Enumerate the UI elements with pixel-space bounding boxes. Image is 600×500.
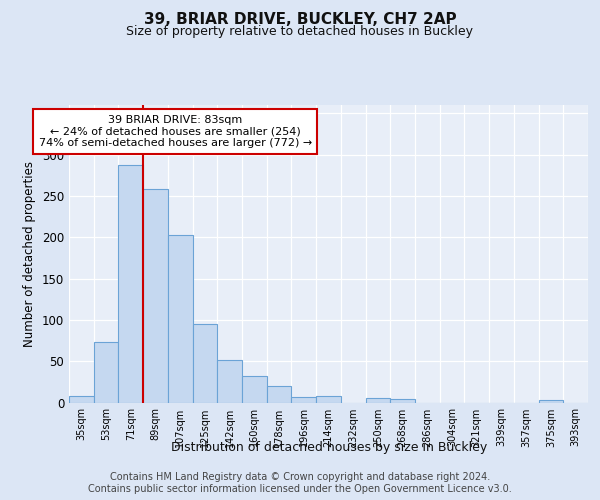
Bar (143, 190, 168, 402)
Bar (365, 398, 390, 402)
Bar (242, 376, 267, 402)
Bar (94, 342, 118, 402)
Bar (168, 234, 193, 402)
Bar (390, 399, 415, 402)
Text: Distribution of detached houses by size in Buckley: Distribution of detached houses by size … (170, 441, 487, 454)
Text: 39 BRIAR DRIVE: 83sqm
← 24% of detached houses are smaller (254)
74% of semi-det: 39 BRIAR DRIVE: 83sqm ← 24% of detached … (38, 115, 312, 148)
Bar (539, 400, 563, 402)
Text: 39, BRIAR DRIVE, BUCKLEY, CH7 2AP: 39, BRIAR DRIVE, BUCKLEY, CH7 2AP (143, 12, 457, 28)
Text: Contains HM Land Registry data © Crown copyright and database right 2024.
Contai: Contains HM Land Registry data © Crown c… (88, 472, 512, 494)
Bar (267, 386, 292, 402)
Text: Size of property relative to detached houses in Buckley: Size of property relative to detached ho… (127, 25, 473, 38)
Bar (292, 396, 316, 402)
Bar (118, 166, 143, 402)
Bar (193, 324, 217, 402)
Bar (217, 360, 242, 403)
Bar (69, 396, 94, 402)
Bar (316, 396, 341, 402)
Y-axis label: Number of detached properties: Number of detached properties (23, 161, 37, 347)
